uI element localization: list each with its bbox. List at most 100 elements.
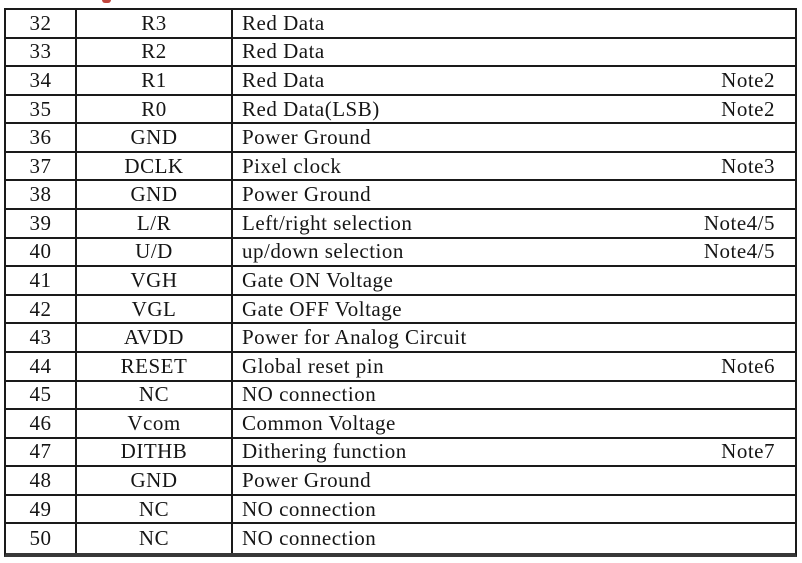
pin-symbol-cell: GND — [77, 124, 233, 151]
pin-description-cell: Power Ground — [233, 181, 795, 208]
pin-symbol-cell: L/R — [77, 210, 233, 237]
pin-symbol-cell: U/D — [77, 238, 233, 266]
pin-description-cell: Power Ground — [233, 467, 795, 494]
pin-number-cell: 48 — [6, 467, 77, 494]
table-row: 41 VGH Gate ON Voltage — [6, 267, 795, 296]
pin-description-cell: up/down selection Note4/5 — [233, 239, 795, 266]
pin-symbol-cell: Vcom — [77, 410, 233, 437]
pin-number-cell: 38 — [6, 181, 77, 209]
pin-note: Note6 — [721, 353, 775, 378]
table-row: 40 U/D up/down selection Note4/5 — [6, 238, 795, 268]
pin-description: Pixel clock — [242, 153, 342, 178]
pin-description: Red Data — [242, 10, 325, 35]
pin-number-cell: 36 — [6, 124, 77, 151]
pin-description-cell: Common Voltage — [233, 410, 795, 437]
pin-number-cell: 33 — [6, 38, 77, 66]
table-row: 47 DITHB Dithering function Note7 — [6, 438, 795, 468]
pin-number-cell: 41 — [6, 267, 77, 294]
red-text-fragment — [102, 0, 111, 3]
pin-description-cell: Red Data(LSB) Note2 — [233, 96, 795, 123]
pin-number-cell: 43 — [6, 324, 77, 351]
table-row: 46 Vcom Common Voltage — [6, 410, 795, 439]
pin-symbol-cell: DITHB — [77, 438, 233, 466]
pin-note: Note4/5 — [703, 210, 775, 235]
table-row: 42 VGL Gate OFF Voltage — [6, 295, 795, 325]
pin-symbol-cell: NC — [77, 524, 233, 553]
pin-number-cell: 34 — [6, 67, 77, 94]
pin-description: Gate ON Voltage — [242, 267, 394, 292]
table-row: 39 L/R Left/right selection Note4/5 — [6, 210, 795, 239]
table-row: 50 NC NO connection — [6, 524, 795, 553]
table-row: 44 RESET Global reset pin Note6 — [6, 352, 795, 382]
table-row: 49 NC NO connection — [6, 495, 795, 525]
pin-description: Red Data — [242, 39, 325, 64]
table-row: 43 AVDD Power for Analog Circuit — [6, 324, 795, 353]
pin-number-cell: 50 — [6, 524, 77, 553]
table-row: 38 GND Power Ground — [6, 181, 795, 211]
pin-number-cell: 45 — [6, 381, 77, 409]
pin-description: Dithering function — [242, 439, 407, 464]
pin-assignment-table: 32 R3 Red Data 33 R2 Red Data 34 R1 Red … — [4, 8, 797, 557]
pin-description-cell: Red Data — [233, 39, 795, 66]
pin-note: Note7 — [721, 439, 775, 464]
pin-number-cell: 39 — [6, 210, 77, 237]
pin-symbol-cell: NC — [77, 495, 233, 523]
pin-symbol-cell: RESET — [77, 352, 233, 380]
pin-symbol-cell: R0 — [77, 95, 233, 123]
pin-number-cell: 46 — [6, 410, 77, 437]
pin-note: Note2 — [721, 67, 775, 92]
pin-description: Power Ground — [242, 125, 372, 150]
pin-description-cell: Dithering function Note7 — [233, 439, 795, 466]
pin-description: NO connection — [242, 496, 377, 521]
pin-note: Note2 — [721, 96, 775, 121]
pin-symbol-cell: NC — [77, 381, 233, 409]
pin-number-cell: 47 — [6, 438, 77, 466]
pin-description-cell: NO connection — [233, 524, 795, 553]
pin-description-cell: Left/right selection Note4/5 — [233, 210, 795, 237]
pin-symbol-cell: DCLK — [77, 152, 233, 180]
pin-symbol-cell: AVDD — [77, 324, 233, 351]
pin-description-cell: NO connection — [233, 382, 795, 409]
table-row: 34 R1 Red Data Note2 — [6, 67, 795, 96]
pin-description: Left/right selection — [242, 210, 413, 235]
table-row: 36 GND Power Ground — [6, 124, 795, 153]
pin-description: Common Voltage — [242, 410, 396, 435]
pin-description: Gate OFF Voltage — [242, 296, 403, 321]
table-row: 32 R3 Red Data — [6, 10, 795, 39]
pin-symbol-cell: R2 — [77, 38, 233, 66]
pin-symbol-cell: VGL — [77, 295, 233, 323]
pin-symbol-cell: VGH — [77, 267, 233, 294]
pin-number-cell: 32 — [6, 10, 77, 37]
pin-number-cell: 44 — [6, 352, 77, 380]
table-row: 45 NC NO connection — [6, 381, 795, 411]
pin-number-cell: 37 — [6, 152, 77, 180]
pin-symbol-cell: R1 — [77, 67, 233, 94]
table-row: 33 R2 Red Data — [6, 38, 795, 68]
pin-number-cell: 35 — [6, 95, 77, 123]
table-row: 35 R0 Red Data(LSB) Note2 — [6, 95, 795, 125]
pin-note: Note4/5 — [703, 239, 775, 264]
pin-description: Power Ground — [242, 468, 372, 493]
pin-description: Global reset pin — [242, 353, 385, 378]
pin-description-cell: NO connection — [233, 496, 795, 523]
pin-description: up/down selection — [242, 239, 404, 264]
pin-description-cell: Gate OFF Voltage — [233, 296, 795, 323]
pin-description: Power Ground — [242, 182, 372, 207]
pin-description-cell: Power for Analog Circuit — [233, 324, 795, 351]
pin-description: NO connection — [242, 526, 377, 551]
pin-symbol-cell: GND — [77, 467, 233, 494]
pin-description: NO connection — [242, 382, 377, 407]
pin-number-cell: 49 — [6, 495, 77, 523]
pin-number-cell: 40 — [6, 238, 77, 266]
pin-description-cell: Pixel clock Note3 — [233, 153, 795, 180]
pin-note: Note3 — [721, 153, 775, 178]
pin-description-cell: Red Data — [233, 10, 795, 37]
pin-number-cell: 42 — [6, 295, 77, 323]
pin-description-cell: Power Ground — [233, 124, 795, 151]
table-row: 48 GND Power Ground — [6, 467, 795, 496]
pin-description: Red Data — [242, 67, 325, 92]
pin-description: Power for Analog Circuit — [242, 325, 467, 350]
pin-description-cell: Global reset pin Note6 — [233, 353, 795, 380]
table-row: 37 DCLK Pixel clock Note3 — [6, 152, 795, 182]
pin-symbol-cell: GND — [77, 181, 233, 209]
